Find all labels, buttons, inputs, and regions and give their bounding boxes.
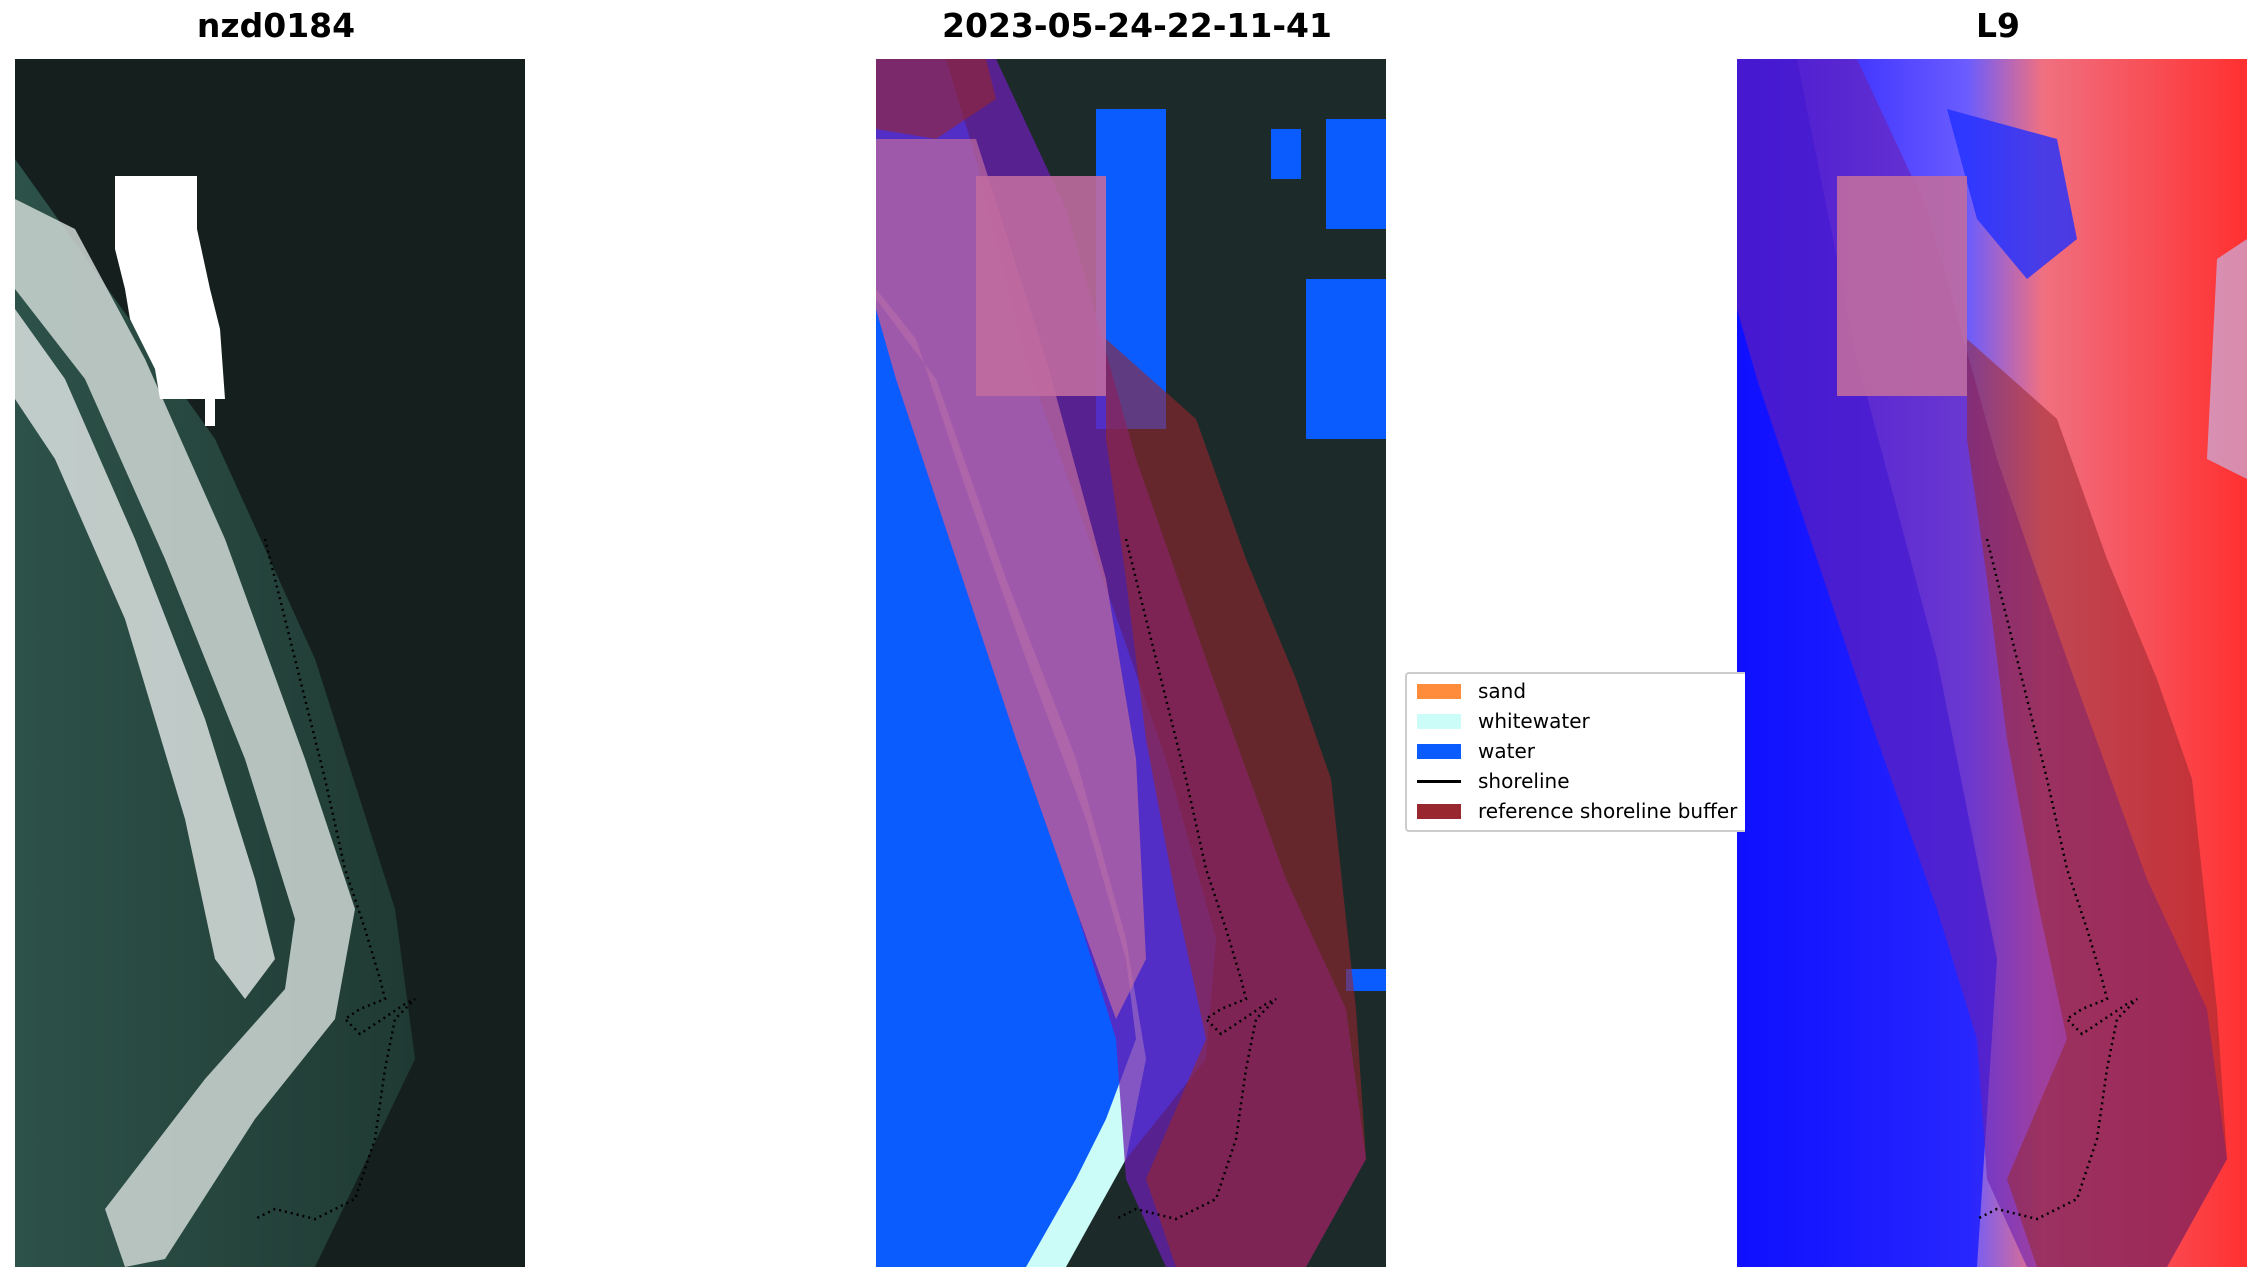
shoreline-swatch (1417, 779, 1461, 783)
whitewater-swatch (1417, 713, 1461, 729)
legend-item-shoreline: shoreline (1417, 766, 1570, 796)
legend-item-water: water (1417, 736, 1535, 766)
buffer-swatch (1417, 803, 1461, 819)
legend: sand whitewater water shoreline referenc… (1405, 672, 1745, 832)
legend-item-whitewater: whitewater (1417, 706, 1590, 736)
panel-title-classified: 2023-05-24-22-11-41 (942, 6, 1332, 45)
legend-label-whitewater: whitewater (1478, 709, 1590, 733)
legend-label-sand: sand (1478, 679, 1527, 703)
legend-label-shoreline: shoreline (1478, 769, 1570, 793)
panel-title-index: L9 (1976, 6, 2020, 45)
legend-item-sand: sand (1417, 676, 1526, 706)
legend-label-water: water (1478, 739, 1535, 763)
rgb-image-panel (15, 59, 525, 1267)
legend-item-buffer: reference shoreline buffer (1417, 796, 1737, 826)
legend-label-buffer: reference shoreline buffer (1478, 799, 1738, 823)
classified-image-panel (876, 59, 1386, 1267)
water-swatch (1417, 743, 1461, 759)
sand-swatch (1417, 683, 1461, 699)
index-image-panel (1737, 59, 2247, 1267)
panel-title-rgb: nzd0184 (196, 6, 356, 45)
